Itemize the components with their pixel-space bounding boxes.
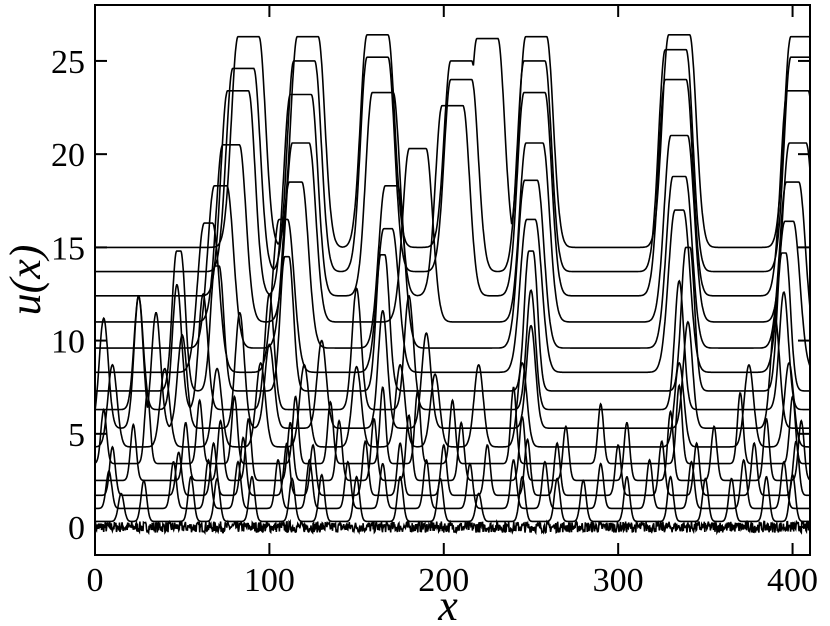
- series-line-12: [95, 134, 811, 323]
- series-line-4: [95, 409, 811, 482]
- series-line-15: [95, 33, 810, 249]
- plot-frame: [94, 4, 811, 556]
- y-tick-label: 15: [51, 230, 85, 267]
- y-tick-label: 20: [51, 137, 85, 174]
- series-line-5: [94, 383, 810, 465]
- y-axis-label: u(x): [1, 245, 50, 316]
- series-curves: [94, 33, 811, 536]
- x-tick-label: 100: [244, 562, 295, 599]
- series-line-1: [95, 473, 810, 523]
- series-line-8: [95, 279, 810, 411]
- y-tick-label: 10: [51, 324, 85, 361]
- y-tick-label: 25: [51, 44, 85, 81]
- y-tick-label: 0: [68, 510, 85, 547]
- series-line-7: [94, 294, 810, 430]
- x-tick-label: 300: [593, 562, 644, 599]
- series-line-14: [95, 48, 810, 273]
- series-line-10: [95, 209, 811, 374]
- x-tick-label: 0: [87, 562, 104, 599]
- series-line-3: [95, 436, 810, 497]
- x-tick-label: 400: [767, 562, 818, 599]
- series-line-0: [94, 518, 811, 536]
- series-line-2: [95, 458, 810, 510]
- axis-ticks: 0 100 200 300 400 0 5 10 15 20 25: [51, 5, 818, 599]
- y-tick-label: 5: [68, 417, 85, 454]
- x-tick-label: 200: [418, 562, 469, 599]
- x-axis-label: x: [437, 581, 458, 626]
- series-line-6: [95, 361, 810, 448]
- series-line-11: [95, 175, 811, 349]
